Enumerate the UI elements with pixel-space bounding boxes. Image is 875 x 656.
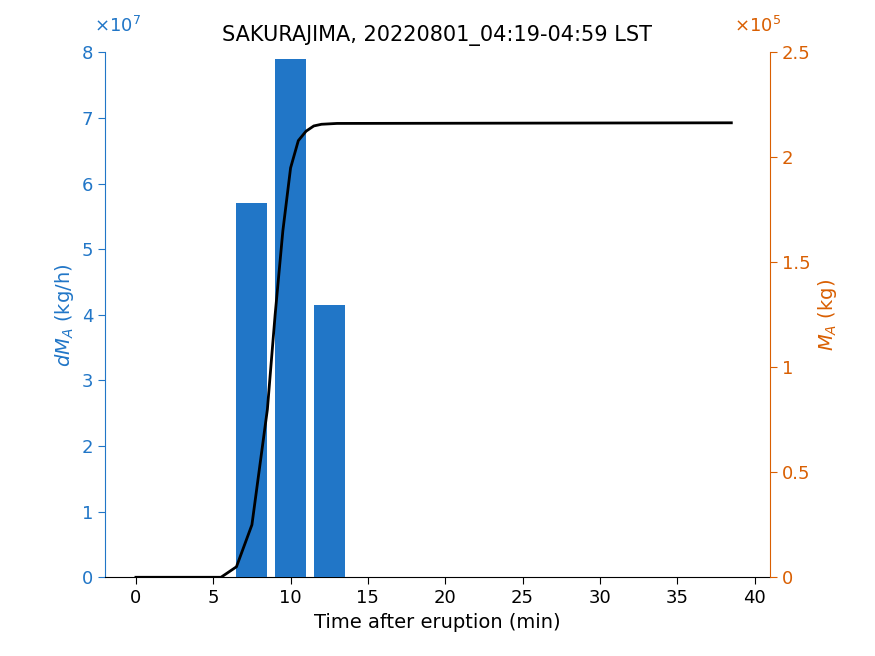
Text: $\times10^5$: $\times10^5$ xyxy=(734,16,781,36)
Y-axis label: $dM_A$ (kg/h): $dM_A$ (kg/h) xyxy=(53,263,76,367)
Bar xyxy=(275,59,306,577)
Text: $\times10^7$: $\times10^7$ xyxy=(94,16,141,36)
Bar xyxy=(314,305,345,577)
Title: SAKURAJIMA, 20220801_04:19-04:59 LST: SAKURAJIMA, 20220801_04:19-04:59 LST xyxy=(222,26,653,47)
X-axis label: Time after eruption (min): Time after eruption (min) xyxy=(314,613,561,632)
Bar xyxy=(236,203,268,577)
Y-axis label: $M_A$ (kg): $M_A$ (kg) xyxy=(816,279,839,351)
